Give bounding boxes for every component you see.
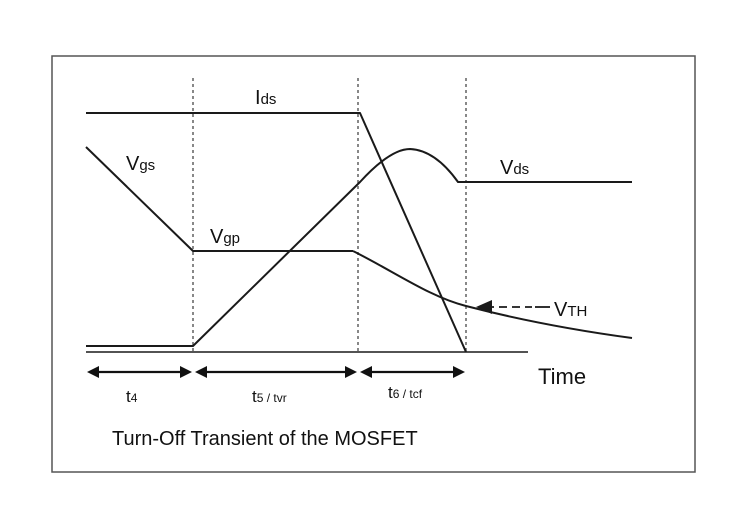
interval-arrow-t5-left-head — [195, 366, 207, 378]
vth-label: VTH — [554, 299, 587, 321]
vgs-label-sub: gs — [139, 157, 155, 174]
vgs-label-main: V — [126, 153, 140, 175]
vgs-label: Vgs — [126, 153, 155, 175]
interval-arrow-t6-right-head — [453, 366, 465, 378]
interval-label-t5-main: t — [252, 387, 257, 406]
vgp-label: Vgp — [210, 226, 240, 248]
ids-label-main: I — [255, 87, 261, 109]
vth-label-sub: TH — [567, 303, 587, 320]
vth-pointer-arrowhead — [476, 300, 492, 314]
figure-frame — [51, 55, 696, 473]
interval-label-t6: t6 / tcf — [388, 383, 423, 402]
ids-label: Ids — [255, 87, 276, 109]
vth-label-main: V — [554, 299, 568, 321]
ids-waveform — [86, 112, 467, 353]
vgs-decay-waveform — [352, 250, 633, 339]
interval-arrow-t5-right-head — [345, 366, 357, 378]
interval-label-t6-sub: 6 / t — [393, 387, 414, 401]
interval-label-t5-sub: 5 / t — [257, 391, 278, 405]
vgp-label-main: V — [210, 226, 224, 248]
interval-label-t6-main: t — [388, 383, 393, 402]
interval-label-t4: t4 — [126, 387, 138, 406]
vds-waveform — [86, 148, 632, 347]
vds-label: Vds — [500, 157, 529, 179]
vds-label-main: V — [500, 157, 514, 179]
vgs-waveform — [85, 146, 353, 252]
interval-label-t6-sub2: cf — [413, 387, 423, 401]
ids-label-sub: ds — [261, 91, 277, 108]
vds-label-sub: ds — [513, 161, 529, 178]
interval-label-t5: t5 / tvr — [252, 387, 287, 406]
time-axis-label: Time — [538, 364, 586, 389]
interval-label-t5-sub2: vr — [277, 391, 287, 405]
interval-label-t4-main: t — [126, 387, 131, 406]
interval-arrow-t4-right-head — [180, 366, 192, 378]
interval-arrow-t4-left-head — [87, 366, 99, 378]
interval-label-t4-sub: 4 — [131, 391, 138, 405]
figure-caption: Turn-Off Transient of the MOSFET — [112, 428, 418, 450]
interval-arrow-t6-left-head — [360, 366, 372, 378]
vgp-label-sub: gp — [223, 230, 240, 247]
